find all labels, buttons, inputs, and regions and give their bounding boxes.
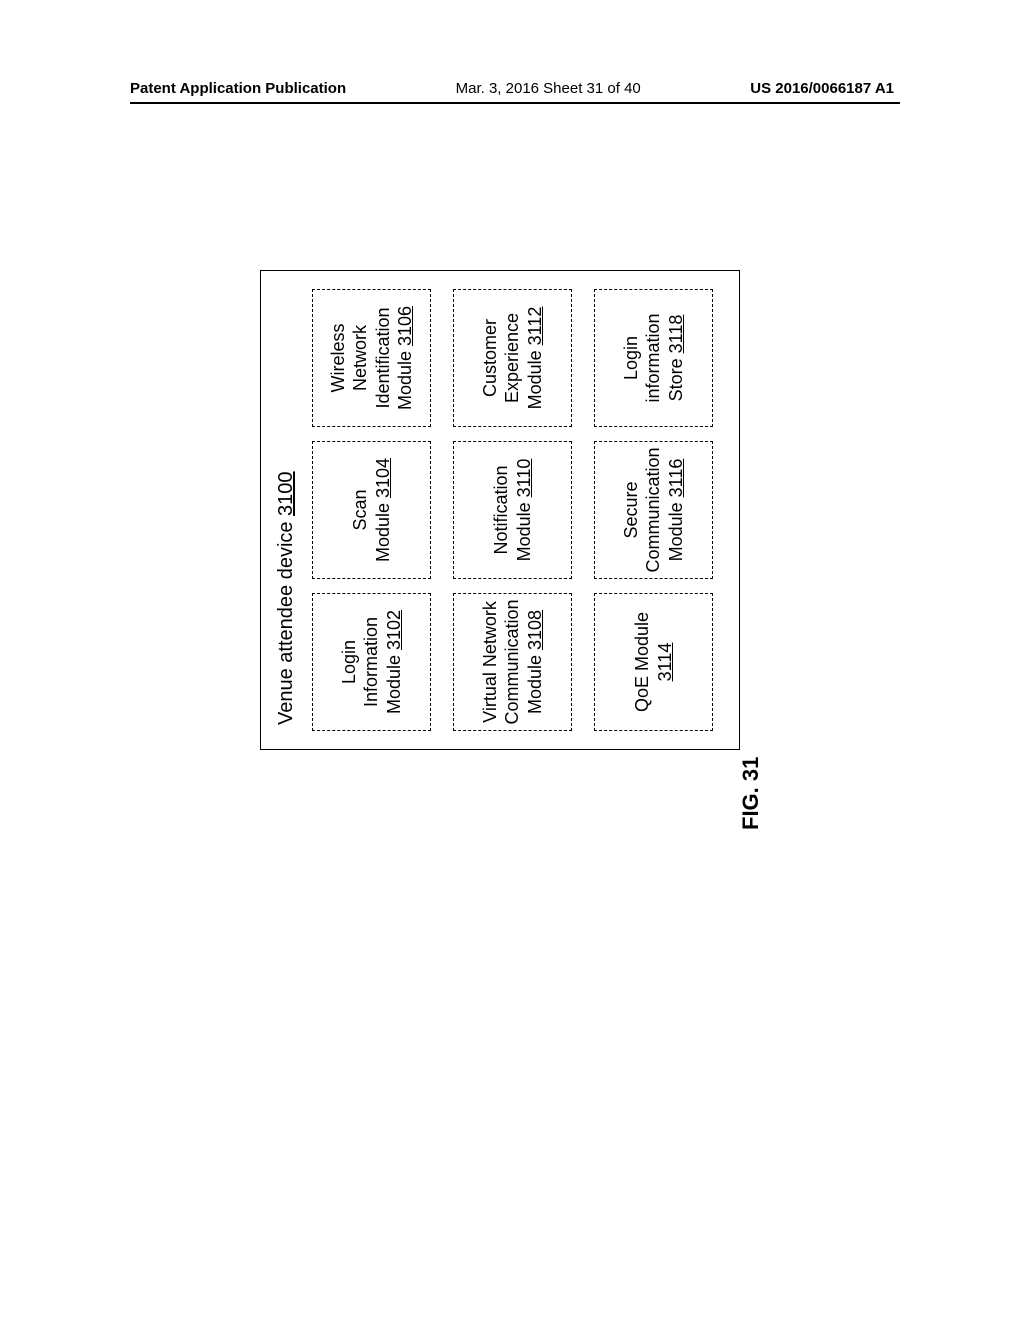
module-ref: 3114	[655, 643, 675, 682]
module-line: Login information	[620, 294, 665, 422]
diagram-container: Venue attendee device 3100 Login Informa…	[260, 270, 740, 750]
module-ref: 3116	[666, 459, 686, 498]
module-line: Module 3106	[394, 306, 417, 410]
module-line: Customer	[479, 319, 502, 397]
module-qoe: QoE Module 3114	[594, 593, 713, 731]
diagram-title: Venue attendee device 3100	[275, 289, 298, 725]
module-secure-comm: Secure Communication Module 3116	[594, 441, 713, 579]
module-customer-experience: Customer Experience Module 3112	[453, 289, 572, 427]
module-line: Identification	[372, 307, 395, 408]
module-ref: 3112	[525, 307, 545, 346]
module-line: Scan	[349, 489, 372, 530]
module-line: Wireless Network	[327, 294, 372, 422]
diagram-title-ref: 3100	[275, 471, 297, 516]
module-line: Module 3112	[524, 307, 547, 410]
diagram-title-text: Venue attendee device	[275, 516, 297, 725]
module-line: Store 3118	[665, 315, 688, 402]
device-outer-box: Venue attendee device 3100 Login Informa…	[260, 270, 740, 750]
module-ref: 3106	[395, 306, 415, 346]
header-right: US 2016/0066187 A1	[750, 80, 894, 97]
module-login-info-store: Login information Store 3118	[594, 289, 713, 427]
module-line: Experience	[501, 313, 524, 403]
module-ref: 3118	[666, 315, 686, 354]
header-rule	[130, 102, 900, 104]
module-ref: 3108	[525, 610, 545, 650]
module-line: Module 3104	[372, 458, 395, 562]
header-center: Mar. 3, 2016 Sheet 31 of 40	[456, 80, 641, 97]
module-login-information: Login Information Module 3102	[312, 593, 431, 731]
module-line: Module 3102	[383, 610, 406, 714]
module-line: Module 3108	[524, 610, 547, 714]
module-notification: Notification Module 3110	[453, 441, 572, 579]
figure-label: FIG. 31	[738, 757, 764, 830]
page-header: Patent Application Publication Mar. 3, 2…	[0, 80, 1024, 97]
module-line: Virtual Network	[479, 601, 502, 723]
module-ref: 3104	[373, 458, 393, 498]
module-line: Module 3116	[665, 459, 688, 562]
module-scan: Scan Module 3104	[312, 441, 431, 579]
module-wireless-network-id: Wireless Network Identification Module 3…	[312, 289, 431, 427]
module-ref: 3102	[384, 610, 404, 650]
module-line: QoE Module	[631, 612, 654, 712]
module-line: Communication	[501, 599, 524, 724]
module-line: Login Information	[338, 598, 383, 726]
module-line: Module 3110	[513, 459, 536, 562]
module-line: Secure	[620, 481, 643, 538]
module-line: Communication	[642, 447, 665, 572]
header-left: Patent Application Publication	[130, 80, 346, 97]
module-grid: Login Information Module 3102 Scan Modul…	[312, 289, 713, 731]
module-virtual-network-comm: Virtual Network Communication Module 310…	[453, 593, 572, 731]
module-ref: 3110	[514, 459, 534, 498]
module-line: 3114	[654, 643, 677, 682]
module-line: Notification	[490, 465, 513, 554]
